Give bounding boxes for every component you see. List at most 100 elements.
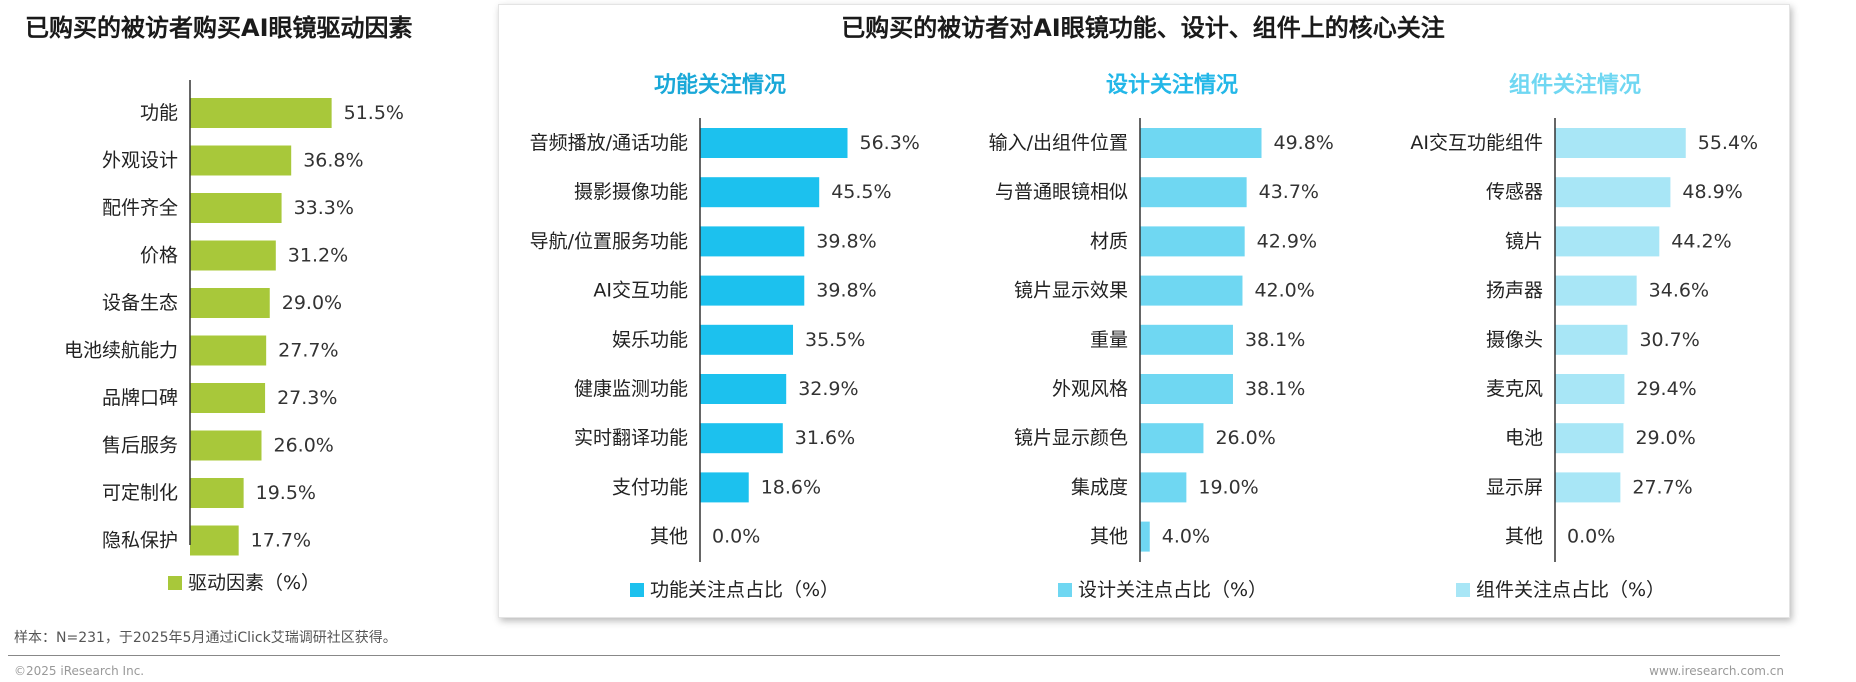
chart-1-bar (700, 374, 787, 404)
chart-1-category-label: 摄影摄像功能 (574, 181, 688, 203)
chart-3-category-label: AI交互功能组件 (1410, 132, 1543, 154)
chart-2-value-label: 42.0% (1254, 280, 1314, 302)
chart-3-category-label: 传感器 (1486, 181, 1543, 203)
chart-2-value-label: 42.9% (1257, 230, 1317, 252)
chart-2-category-label: 集成度 (1071, 476, 1128, 498)
chart-0-bar (190, 98, 332, 128)
chart-3-category-label: 其他 (1505, 526, 1543, 548)
chart-1-value-label: 45.5% (831, 181, 891, 203)
chart-3-title: 组件关注情况 (1509, 72, 1641, 98)
chart-3-value-label: 34.6% (1649, 280, 1709, 302)
chart-3-value-label: 48.9% (1682, 181, 1742, 203)
chart-0-value-label: 27.7% (278, 340, 338, 362)
chart-2-bar (1140, 177, 1247, 208)
chart-0-bar (190, 145, 292, 176)
chart-0-legend-swatch (168, 576, 182, 590)
website: www.iresearch.com.cn (1649, 664, 1784, 678)
chart-1-category-label: 娱乐功能 (612, 329, 688, 351)
chart-0-value-label: 51.5% (344, 102, 404, 124)
chart-0-bar (190, 478, 244, 508)
chart-0-bar (190, 335, 267, 366)
chart-3-value-label: 0.0% (1567, 526, 1615, 548)
chart-3-bar (1555, 177, 1671, 208)
chart-0-bar (190, 288, 270, 318)
chart-2-category-label: 外观风格 (1052, 378, 1128, 400)
chart-0-bar (190, 193, 282, 223)
right-panel-title: 已购买的被访者对AI眼镜功能、设计、组件上的核心关注 (841, 14, 1445, 42)
chart-0-category-label: 功能 (140, 102, 178, 124)
chart-0-bar (190, 240, 276, 271)
chart-3-value-label: 55.4% (1698, 132, 1758, 154)
chart-3-bar (1555, 275, 1637, 306)
chart-2-value-label: 4.0% (1162, 526, 1210, 548)
chart-1-bar (700, 423, 783, 454)
chart-0-value-label: 26.0% (274, 435, 334, 457)
chart-3-category-label: 镜片 (1505, 230, 1543, 252)
chart-1-value-label: 0.0% (712, 526, 760, 548)
chart-2-value-label: 43.7% (1259, 181, 1319, 203)
left-chart-title: 已购买的被访者购买AI眼镜驱动因素 (25, 14, 413, 42)
chart-3-value-label: 27.7% (1632, 476, 1692, 498)
chart-3-legend-swatch (1456, 583, 1470, 597)
chart-3-value-label: 29.0% (1635, 427, 1695, 449)
chart-1-title: 功能关注情况 (654, 72, 786, 98)
chart-2-category-label: 输入/出组件位置 (989, 132, 1128, 154)
chart-0-bar (190, 383, 266, 413)
chart-2-value-label: 38.1% (1245, 378, 1305, 400)
chart-3-bar (1555, 128, 1686, 158)
chart-3-legend-label: 组件关注点占比（%） (1476, 579, 1665, 601)
chart-1-category-label: 健康监测功能 (574, 378, 688, 400)
chart-0-category-label: 价格 (140, 245, 178, 267)
chart-1-category-label: 音频播放/通话功能 (530, 132, 688, 154)
chart-3-bar (1555, 423, 1624, 454)
chart-1-category-label: 实时翻译功能 (574, 427, 688, 449)
chart-0-bar (190, 525, 239, 556)
chart-0-value-label: 29.0% (282, 292, 342, 314)
chart-1-value-label: 39.8% (816, 230, 876, 252)
chart-2-legend-swatch (1058, 583, 1072, 597)
chart-3-category-label: 麦克风 (1486, 378, 1543, 400)
chart-3-bar (1555, 472, 1621, 503)
chart-2-value-label: 49.8% (1274, 132, 1334, 154)
chart-1-category-label: 支付功能 (612, 476, 688, 498)
chart-2-bar (1140, 128, 1262, 158)
chart-0-category-label: 电池续航能力 (64, 340, 178, 362)
chart-3-value-label: 30.7% (1639, 329, 1699, 351)
chart-2-bar (1140, 226, 1245, 257)
chart-3-category-label: 扬声器 (1486, 280, 1543, 302)
chart-3-category-label: 显示屏 (1486, 476, 1543, 498)
chart-2-category-label: 其他 (1090, 526, 1128, 548)
chart-1-bar (700, 177, 820, 208)
chart-3-bar (1555, 374, 1625, 404)
chart-0-category-label: 品牌口碑 (102, 387, 178, 409)
chart-0-value-label: 36.8% (303, 150, 363, 172)
chart-3-category-label: 摄像头 (1486, 329, 1543, 351)
chart-1-legend-label: 功能关注点占比（%） (650, 579, 839, 601)
chart-0-category-label: 配件齐全 (102, 197, 178, 219)
chart-1-value-label: 39.8% (816, 280, 876, 302)
chart-2-bar (1140, 472, 1187, 503)
chart-1-value-label: 32.9% (798, 378, 858, 400)
chart-2-category-label: 与普通眼镜相似 (995, 181, 1128, 203)
chart-2-category-label: 镜片显示效果 (1014, 280, 1128, 302)
footer-divider (8, 655, 1780, 656)
chart-0-value-label: 17.7% (251, 530, 311, 552)
chart-2-bar (1140, 324, 1233, 355)
chart-2-bar (1140, 423, 1204, 454)
chart-0-category-label: 外观设计 (102, 150, 178, 172)
chart-2-category-label: 镜片显示颜色 (1014, 427, 1128, 449)
right-panel (498, 4, 1790, 618)
chart-2-bar (1140, 521, 1150, 552)
chart-1-bar (700, 472, 749, 503)
chart-1-bar (700, 128, 848, 158)
chart-0-bar (190, 430, 262, 461)
chart-0-category-label: 设备生态 (102, 292, 178, 314)
chart-1-category-label: 导航/位置服务功能 (530, 230, 688, 252)
chart-3-value-label: 29.4% (1636, 378, 1696, 400)
chart-3-bar (1555, 226, 1660, 257)
chart-1-bar (700, 324, 794, 355)
chart-0-category-label: 隐私保护 (102, 530, 178, 552)
chart-0-value-label: 19.5% (256, 482, 316, 504)
chart-2-legend-label: 设计关注点占比（%） (1078, 579, 1267, 601)
